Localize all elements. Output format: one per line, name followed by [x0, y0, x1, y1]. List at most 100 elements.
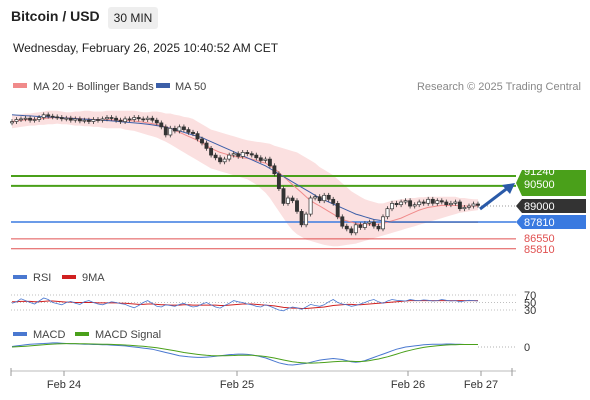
candle: [426, 196, 431, 206]
candle: [41, 112, 46, 120]
candle: [335, 200, 340, 220]
candle: [390, 200, 394, 212]
candle: [163, 124, 168, 138]
forecast-arrow-head: [502, 183, 515, 194]
candle: [59, 115, 64, 122]
timestamp: Wednesday, February 26, 2025 10:40:52 AM…: [13, 41, 279, 55]
candle: [186, 127, 191, 135]
macd-zero-label: 0: [524, 342, 530, 354]
macd-line: [11, 342, 478, 366]
candle: [100, 116, 105, 123]
rsi-level-label-50: 50: [524, 298, 536, 310]
x-axis: Feb 24 Feb 25 Feb 26 Feb 27: [10, 368, 516, 391]
credit-text: Research © 2025 Trading Central: [417, 81, 581, 93]
candle: [322, 192, 327, 204]
level-label-87810: 87810: [524, 217, 555, 229]
macd-signal-legend-label: MACD Signal: [95, 329, 161, 341]
candle: [191, 129, 195, 136]
candle: [476, 201, 480, 208]
candle: [371, 219, 376, 229]
candle: [381, 214, 385, 232]
candle: [267, 156, 272, 169]
candle: [23, 115, 28, 122]
candle: [231, 151, 236, 158]
level-tag-91240: [516, 170, 586, 196]
candle: [213, 152, 218, 161]
chart-title: Bitcoin / USD: [11, 8, 100, 24]
candle: [64, 115, 69, 122]
candle: [353, 222, 358, 236]
candle: [73, 116, 78, 123]
candle: [200, 136, 204, 146]
ma20-legend-swatch: [13, 83, 27, 88]
x-tick-label: Feb 27: [464, 379, 498, 391]
candle: [209, 146, 214, 158]
candle: [439, 198, 444, 205]
candle: [281, 186, 286, 206]
ma50-legend-label: MA 50: [175, 81, 206, 93]
candle: [245, 150, 250, 157]
bollinger-band: [12, 110, 478, 247]
level-label-90500: 90500: [524, 179, 555, 191]
candle: [276, 171, 281, 191]
candle: [150, 115, 155, 123]
candle: [154, 117, 159, 126]
candle: [399, 199, 404, 208]
candle: [77, 116, 82, 124]
level-label-85810: 85810: [524, 244, 555, 256]
candle: [376, 223, 381, 232]
x-tick-label: Feb 25: [220, 379, 254, 391]
candle: [340, 214, 345, 229]
level-tag-89000: [516, 199, 586, 213]
level-tag-87810: [516, 215, 586, 229]
candle: [299, 209, 304, 228]
rsi-legend-label: RSI: [33, 272, 51, 284]
level-label-91240: 91240: [524, 166, 555, 178]
candle: [136, 115, 141, 122]
candle: [195, 131, 200, 142]
rsi-ma-line: [12, 300, 478, 309]
candle: [10, 119, 14, 126]
candle: [14, 117, 19, 124]
rsi-ma-legend-swatch: [62, 275, 76, 279]
candle: [408, 198, 413, 209]
candle: [68, 115, 73, 123]
rsi-ma-legend-label: 9MA: [82, 272, 105, 284]
candle: [55, 114, 60, 120]
candle: [159, 120, 164, 130]
candle: [272, 163, 277, 177]
candle: [82, 117, 87, 124]
candle: [403, 198, 408, 205]
bollinger-band-area: [12, 110, 478, 247]
candle: [109, 115, 114, 121]
candle: [331, 196, 336, 206]
candle: [362, 221, 367, 230]
candle: [172, 125, 177, 134]
candle: [50, 113, 55, 120]
candle: [263, 156, 268, 163]
candle: [132, 115, 137, 122]
candle: [417, 199, 422, 208]
candle: [227, 152, 232, 162]
macd-pane: 0: [11, 342, 530, 366]
candle: [358, 222, 363, 230]
candle: [444, 199, 449, 208]
candle: [349, 226, 354, 236]
candle: [448, 200, 453, 208]
ma50-legend-swatch: [156, 83, 170, 88]
level-label-89000: 89000: [524, 201, 555, 213]
rsi-legend-swatch: [13, 275, 27, 279]
candle: [290, 195, 295, 204]
candle: [222, 156, 227, 165]
candle: [367, 219, 372, 226]
candle: [118, 117, 123, 124]
candle: [91, 117, 96, 124]
candle: [32, 117, 37, 123]
candle: [258, 155, 263, 163]
timeframe-badge[interactable]: 30 MIN: [108, 7, 158, 29]
candle: [28, 115, 33, 123]
rsi-line: [11, 297, 479, 312]
candle: [435, 198, 440, 206]
